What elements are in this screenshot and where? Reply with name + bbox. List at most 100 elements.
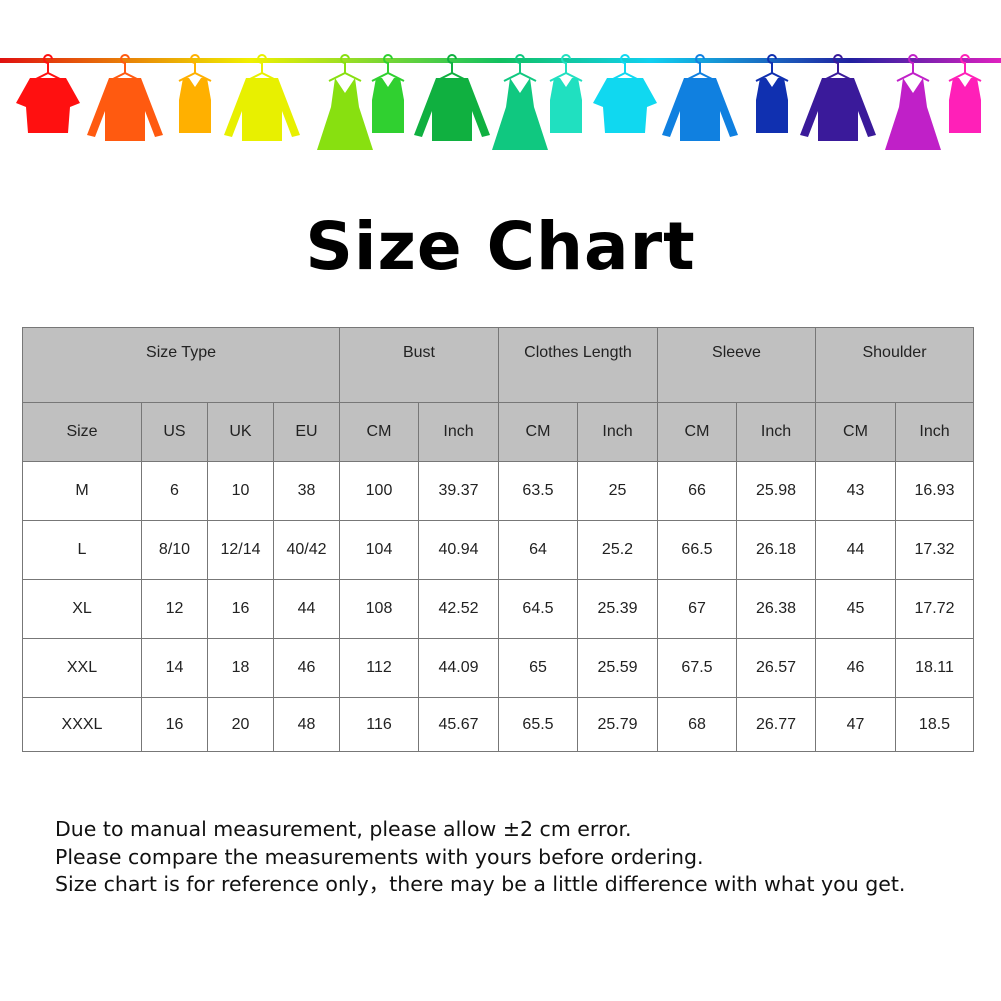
table-cell: 20 (207, 697, 274, 752)
table-cell: 25.79 (577, 697, 658, 752)
table-cell: M (22, 461, 142, 521)
sub-header-cell: Inch (895, 402, 974, 462)
table-cell: 38 (273, 461, 340, 521)
sub-header-row: Size US UK EU CM Inch CM Inch CM Inch CM Inch (22, 402, 974, 462)
table-cell: 12/14 (207, 520, 274, 580)
table-cell: 16 (141, 697, 208, 752)
table-cell: 17.72 (895, 579, 974, 639)
table-cell: 104 (339, 520, 419, 580)
table-cell: 47 (815, 697, 896, 752)
table-cell: 45 (815, 579, 896, 639)
header-clothes-length: Clothes Length (498, 327, 658, 403)
header-shoulder: Shoulder (815, 327, 974, 403)
garment-icon (756, 78, 788, 133)
size-table: Size Type Bust Clothes Length Sleeve Sho… (22, 327, 974, 752)
clothes-rack-banner (0, 54, 1001, 150)
garment-icon (414, 78, 490, 141)
garment-icon (179, 78, 211, 133)
table-cell: 26.38 (736, 579, 816, 639)
table-cell: 66.5 (657, 520, 737, 580)
table-row: M 6 10 38 100 39.37 63.5 25 66 25.98 43 16.93 (22, 461, 974, 521)
hanger-icon (328, 54, 362, 82)
table-cell: 64 (498, 520, 578, 580)
notes: Due to manual measurement, please allow … (55, 816, 905, 899)
header-size-type: Size Type (22, 327, 340, 403)
table-cell: 16 (207, 579, 274, 639)
table-cell: 46 (273, 638, 340, 698)
table-cell: 25.39 (577, 579, 658, 639)
sub-header-cell: US (141, 402, 208, 462)
table-cell: L (22, 520, 142, 580)
rack-rod (0, 58, 1001, 63)
table-cell: 112 (339, 638, 419, 698)
garment-icon (16, 78, 80, 133)
sub-header-cell: EU (273, 402, 340, 462)
sub-header-cell: CM (815, 402, 896, 462)
table-row: XXL 14 18 46 112 44.09 65 25.59 67.5 26.57 46 18.11 (22, 638, 974, 698)
table-cell: 42.52 (418, 579, 499, 639)
sub-header-cell: CM (498, 402, 578, 462)
table-cell: 45.67 (418, 697, 499, 752)
sub-header-cell: UK (207, 402, 274, 462)
sub-header-cell: Inch (736, 402, 816, 462)
table-cell: 100 (339, 461, 419, 521)
garment-icon (372, 78, 404, 133)
table-cell: 18.11 (895, 638, 974, 698)
garment-icon (662, 78, 738, 141)
note-line: Size chart is for reference only，there m… (55, 872, 906, 896)
table-cell: XXL (22, 638, 142, 698)
garment-icon (317, 78, 373, 150)
table-cell: 66 (657, 461, 737, 521)
table-cell: 25.98 (736, 461, 816, 521)
group-header-row: Size Type Bust Clothes Length Sleeve Sho… (22, 327, 974, 403)
table-cell: 16.93 (895, 461, 974, 521)
table-cell: 26.18 (736, 520, 816, 580)
table-cell: 64.5 (498, 579, 578, 639)
hanger-icon (896, 54, 930, 82)
table-cell: 67 (657, 579, 737, 639)
table-cell: 14 (141, 638, 208, 698)
sub-header-cell: CM (339, 402, 419, 462)
table-cell: 25.2 (577, 520, 658, 580)
table-cell: 26.77 (736, 697, 816, 752)
note-line: Due to manual measurement, please allow … (55, 817, 632, 841)
table-cell: 17.32 (895, 520, 974, 580)
table-cell: 25.59 (577, 638, 658, 698)
garment-icon (550, 78, 582, 133)
table-cell: 40/42 (273, 520, 340, 580)
table-cell: 18.5 (895, 697, 974, 752)
hanger-icon (503, 54, 537, 82)
table-cell: 44 (815, 520, 896, 580)
garment-icon (593, 78, 657, 133)
garment-icon (885, 78, 941, 150)
table-cell: 40.94 (418, 520, 499, 580)
table-cell: 68 (657, 697, 737, 752)
page-title: Size Chart (305, 208, 696, 285)
table-row: XXXL 16 20 48 116 45.67 65.5 25.79 68 26.77 47 18.5 (22, 697, 974, 752)
table-cell: 67.5 (657, 638, 737, 698)
table-cell: 108 (339, 579, 419, 639)
table-cell: 43 (815, 461, 896, 521)
garment-icon (492, 78, 548, 150)
table-cell: 26.57 (736, 638, 816, 698)
table-cell: 48 (273, 697, 340, 752)
garment-icon (224, 78, 300, 141)
table-cell: XXXL (22, 697, 142, 752)
garment-icon (87, 78, 163, 141)
garment-icon (949, 78, 981, 133)
table-cell: 44.09 (418, 638, 499, 698)
table-cell: 46 (815, 638, 896, 698)
sub-header-cell: Inch (577, 402, 658, 462)
sub-header-cell: CM (657, 402, 737, 462)
table-cell: 8/10 (141, 520, 208, 580)
table-cell: 63.5 (498, 461, 578, 521)
header-bust: Bust (339, 327, 499, 403)
table-cell: 10 (207, 461, 274, 521)
table-cell: XL (22, 579, 142, 639)
table-cell: 65.5 (498, 697, 578, 752)
note-line: Please compare the measurements with you… (55, 844, 704, 869)
table-cell: 65 (498, 638, 578, 698)
table-cell: 6 (141, 461, 208, 521)
garment-icon (800, 78, 876, 141)
table-cell: 18 (207, 638, 274, 698)
